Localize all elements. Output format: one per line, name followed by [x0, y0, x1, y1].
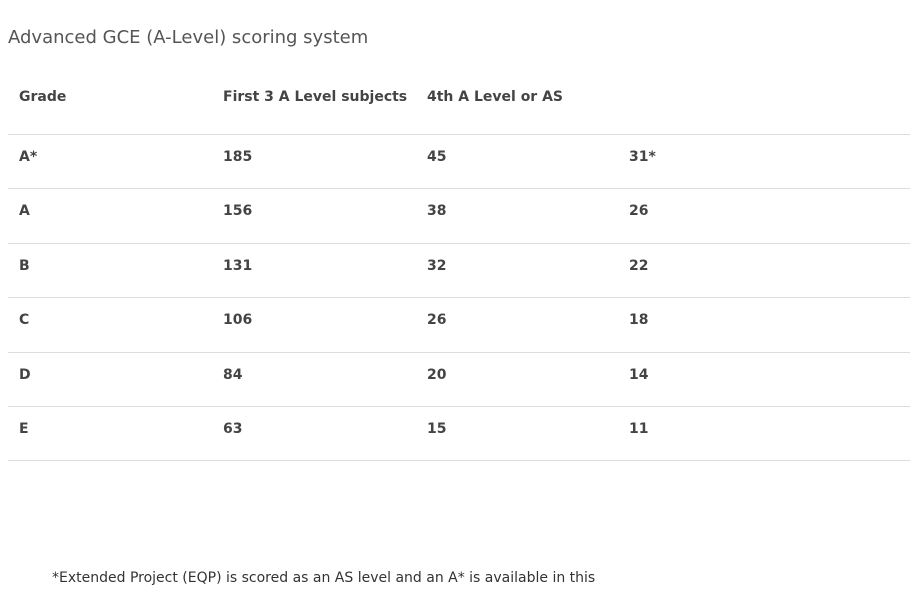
- table-cell: 18: [629, 312, 649, 329]
- table-cell: A: [19, 203, 30, 220]
- table-cell: 31*: [629, 149, 656, 165]
- table-row: E 63 15 11: [8, 407, 910, 462]
- table-title: Advanced GCE (A-Level) scoring system: [8, 27, 369, 48]
- table-row: C 106 26 18: [8, 298, 910, 353]
- table-cell: 45: [427, 149, 447, 165]
- header-cell: 4th A Level or AS: [427, 89, 564, 105]
- table-cell: 26: [629, 203, 649, 220]
- table-cell: 38: [427, 203, 447, 220]
- table-cell: A*: [19, 149, 38, 165]
- table-row: B 131 32 22: [8, 244, 910, 299]
- table-cell: 14: [629, 366, 649, 383]
- table-cell: 106: [223, 312, 253, 329]
- table-cell: 26: [427, 312, 447, 329]
- table-cell: 185: [223, 149, 253, 165]
- header-row: Grade First 3 A Level subjects 4th A Level…: [8, 74, 910, 135]
- table-cell: 131: [223, 257, 253, 274]
- table-cell: E: [19, 420, 29, 437]
- table-cell: 15: [427, 420, 447, 437]
- table-cell: 32: [427, 257, 447, 274]
- table-row: D 84 20 14: [8, 353, 910, 407]
- table-row: A* 185 45 31*: [8, 135, 910, 190]
- header-cell: Grade: [19, 89, 67, 105]
- footnote: *Extended Project (EQP) is scored as an …: [52, 570, 596, 586]
- table-row: A 156 38 26: [8, 189, 910, 244]
- table-cell: C: [19, 312, 30, 329]
- score-table: Grade First 3 A Level subjects 4th A Level…: [8, 74, 910, 462]
- table-cell: D: [19, 366, 31, 383]
- table-cell: 156: [223, 203, 253, 220]
- table-cell: 22: [629, 257, 649, 274]
- table-cell: B: [19, 257, 30, 274]
- table-cell: 20: [427, 366, 447, 383]
- table-cell: 84: [223, 366, 243, 383]
- header-cell: First 3 A Level subjects: [223, 89, 408, 105]
- table-cell: 11: [629, 420, 649, 437]
- table-cell: 63: [223, 420, 243, 437]
